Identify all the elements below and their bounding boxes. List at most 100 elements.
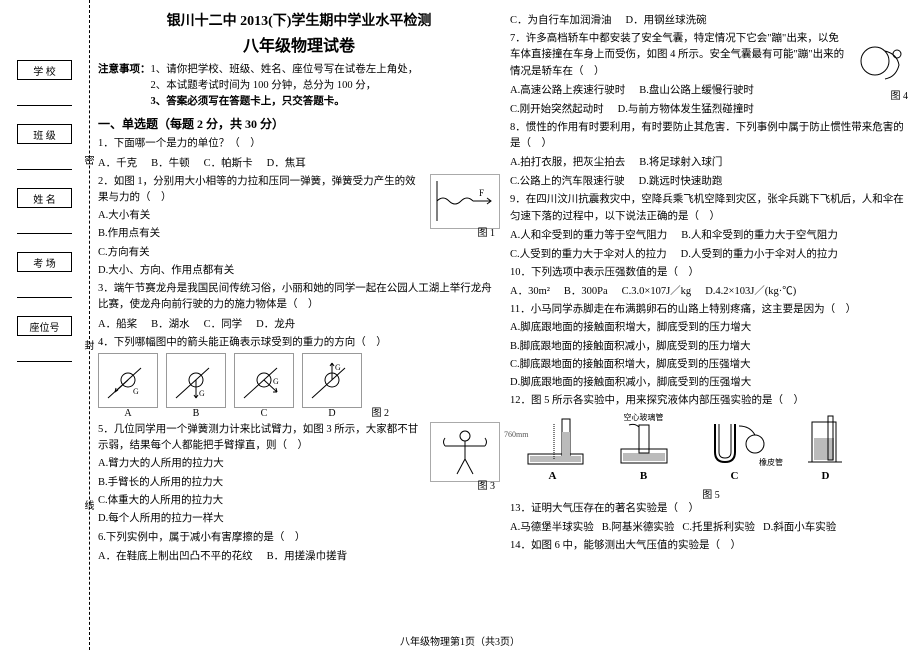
q13-options: A.马德堡半球实验 B.阿基米德实验 C.托里拆利实验 D.斜面小车实验 xyxy=(510,519,912,534)
section-a: 一、单选题（每题 2 分，共 30 分） xyxy=(98,115,500,132)
fig1: F 图 1 xyxy=(430,174,500,229)
margin-line xyxy=(17,88,72,106)
fig3-label: 图 3 xyxy=(478,477,496,492)
q13-a: A.马德堡半球实验 xyxy=(510,519,594,534)
fig5-row: 760mm A 空心玻璃管 B 橡皮管 C D xyxy=(510,414,912,482)
q8-stem: 8．惯性的作用有时要利用，有时要防止其危害．下列事例中属于防止惯性带来危害的是（… xyxy=(510,120,912,153)
q4-stem: 4．下列哪幅图中的箭头能正确表示球受到的重力的方向（ ） xyxy=(98,335,500,351)
q3-options: A．船桨 B．湖水 C．同学 D．龙舟 xyxy=(98,316,500,331)
q4-a: A xyxy=(124,408,131,419)
q2-c: C.方向有关 xyxy=(98,245,500,261)
q8-b: B.将足球射入球门 xyxy=(639,154,722,169)
q6-b: B．用搓澡巾搓背 xyxy=(267,548,348,563)
svg-text:F: F xyxy=(479,188,484,198)
q8-a: A.拍打衣服，把灰尘拍去 xyxy=(510,154,625,169)
svg-text:G: G xyxy=(335,363,341,372)
q7-a: A.高速公路上疾速行驶时 xyxy=(510,82,625,97)
q4-d: D xyxy=(328,408,335,419)
margin-line xyxy=(17,280,72,298)
q13-d: D.斜面小车实验 xyxy=(763,519,836,534)
margin-school: 学 校 xyxy=(17,60,72,80)
q8-row1: A.拍打衣服，把灰尘拍去 B.将足球射入球门 xyxy=(510,154,912,169)
content-area: 银川十二中 2013(下)学生期中学业水平检测 八年级物理试卷 注意事项：1、请… xyxy=(90,0,920,650)
rubber-label: 橡皮管 xyxy=(759,457,783,468)
fig5-a: 760mm A xyxy=(510,414,595,482)
q11-a: A.脚底跟地面的接触面积增大，脚底受到的压力增大 xyxy=(510,320,912,336)
q4-b: B xyxy=(193,408,200,419)
fig1-label: 图 1 xyxy=(478,224,496,239)
notice-block: 注意事项：1、请你把学校、班级、姓名、座位号写在试卷左上角处， 2、本试题考试时… xyxy=(98,62,500,109)
fig5-b-lbl: B xyxy=(640,470,647,482)
q4-fig-d: G图 2D xyxy=(302,353,362,408)
fig4-label: 图 4 xyxy=(891,87,909,102)
exam-page: 学 校 班 级 姓 名 考 场 座位号 密 封 线 银川十二中 2013(下)学… xyxy=(0,0,920,650)
fig4: 图 4 xyxy=(852,31,912,91)
q4-c: C xyxy=(261,408,268,419)
val760: 760mm xyxy=(504,430,528,439)
q7-row1: A.高速公路上疾速行驶时 B.盘山公路上缓慢行驶时 xyxy=(510,82,848,97)
q8-d: D.跳远时快速助跑 xyxy=(639,173,723,188)
notice-label: 注意事项： xyxy=(98,64,151,75)
q3-a: A．船桨 xyxy=(98,316,137,331)
q5-c: C.体重大的人所用的拉力大 xyxy=(98,493,500,509)
fig5-b: 空心玻璃管 B xyxy=(601,414,686,482)
exam-title-2: 八年级物理试卷 xyxy=(98,32,500,56)
q13-c: C.托里拆利实验 xyxy=(682,519,755,534)
q10-d: D.4.2×103J／(kg·℃) xyxy=(705,283,796,298)
fig5-c-lbl: C xyxy=(731,470,739,482)
q12-stem: 12．图 5 所示各实验中，用来探究液体内部压强实验的是（ ） xyxy=(510,393,912,409)
fig2-label: 图 2 xyxy=(372,404,390,419)
q1-d: D．焦耳 xyxy=(267,155,306,170)
margin-seat: 座位号 xyxy=(17,316,72,336)
margin-line xyxy=(17,344,72,362)
q7-row2: C.刚开始突然起动时 D.与前方物体发生猛烈碰撞时 xyxy=(510,101,912,116)
binding-margin: 学 校 班 级 姓 名 考 场 座位号 密 封 线 xyxy=(0,0,90,650)
q2-b: B.作用点有关 xyxy=(98,226,500,242)
q13-b: B.阿基米德实验 xyxy=(602,519,675,534)
q11-stem: 11．小马同学赤脚走在布满鹅卵石的山路上特别疼痛，这主要是因为（ ） xyxy=(510,302,912,318)
q9-stem: 9．在四川汶川抗震救灾中，空降兵乘飞机空降到灾区，张伞兵跳下飞机后，人和伞在匀速… xyxy=(510,192,912,225)
margin-line xyxy=(17,216,72,234)
q1-a: A．千克 xyxy=(98,155,137,170)
q11-d: D.脚底跟地面的接触面积减小，脚底受到的压强增大 xyxy=(510,375,912,391)
q9-c: C.人受到的重力大于伞对人的拉力 xyxy=(510,246,667,261)
q14-stem: 14．如图 6 中，能够测出大气压值的实验是（ ） xyxy=(510,538,912,554)
svg-text:G: G xyxy=(273,377,279,386)
q7-d: D.与前方物体发生猛烈碰撞时 xyxy=(618,101,754,116)
q3-d: D．龙舟 xyxy=(256,316,295,331)
q10-a: A．30m² xyxy=(510,283,550,298)
notice-1: 1、请你把学校、班级、姓名、座位号写在试卷左上角处， xyxy=(151,64,419,75)
q6-c: C．为自行车加润滑油 xyxy=(510,12,612,27)
q4-fig-a: GA xyxy=(98,353,158,408)
fig5-label: 图 5 xyxy=(510,486,912,501)
svg-text:G: G xyxy=(133,387,139,396)
arm-icon xyxy=(435,424,495,479)
margin-line xyxy=(17,152,72,170)
fig5-c: 橡皮管 C xyxy=(692,414,777,482)
q9-row2: C.人受到的重力大于伞对人的拉力 D.人受到的重力小于伞对人的拉力 xyxy=(510,246,912,261)
fig5-d: D xyxy=(783,414,868,482)
q10-stem: 10．下列选项中表示压强数值的是（ ） xyxy=(510,265,912,281)
spring-icon: F xyxy=(433,176,497,226)
right-column: C．为自行车加润滑油 D．用钢丝球洗碗 图 4 7．许多高档轿车中都安装了安全气… xyxy=(510,10,912,646)
q9-a: A.人和伞受到的重力等于空气阻力 xyxy=(510,227,667,242)
q4-fig-b: GB xyxy=(166,353,226,408)
q11-b: B.脚底跟地面的接触面积减小，脚底受到的压力增大 xyxy=(510,339,912,355)
q3-c: C．同学 xyxy=(204,316,243,331)
seal-mi: 密 xyxy=(80,155,95,165)
seal-xian: 线 xyxy=(80,500,95,510)
q11-c: C.脚底跟地面的接触面积增大，脚底受到的压强增大 xyxy=(510,357,912,373)
fig5-d-lbl: D xyxy=(822,470,830,482)
q8-c: C.公路上的汽车限速行驶 xyxy=(510,173,625,188)
q6-d: D．用钢丝球洗碗 xyxy=(626,12,707,27)
q2-d: D.大小、方向、作用点都有关 xyxy=(98,263,500,279)
svg-text:G: G xyxy=(199,389,205,398)
q6-stem: 6.下列实例中，属于减小有害摩擦的是（ ） xyxy=(98,530,500,546)
bottle-label: 空心玻璃管 xyxy=(624,412,664,423)
q6-a: A．在鞋底上制出凹凸不平的花纹 xyxy=(98,548,253,563)
q1-options: A．千克 B．牛顿 C．帕斯卡 D．焦耳 xyxy=(98,155,500,170)
exam-title-1: 银川十二中 2013(下)学生期中学业水平检测 xyxy=(98,10,500,30)
page-footer: 八年级物理第1页（共3页） xyxy=(400,633,520,648)
airbag-icon xyxy=(855,36,910,86)
q7-c: C.刚开始突然起动时 xyxy=(510,101,604,116)
